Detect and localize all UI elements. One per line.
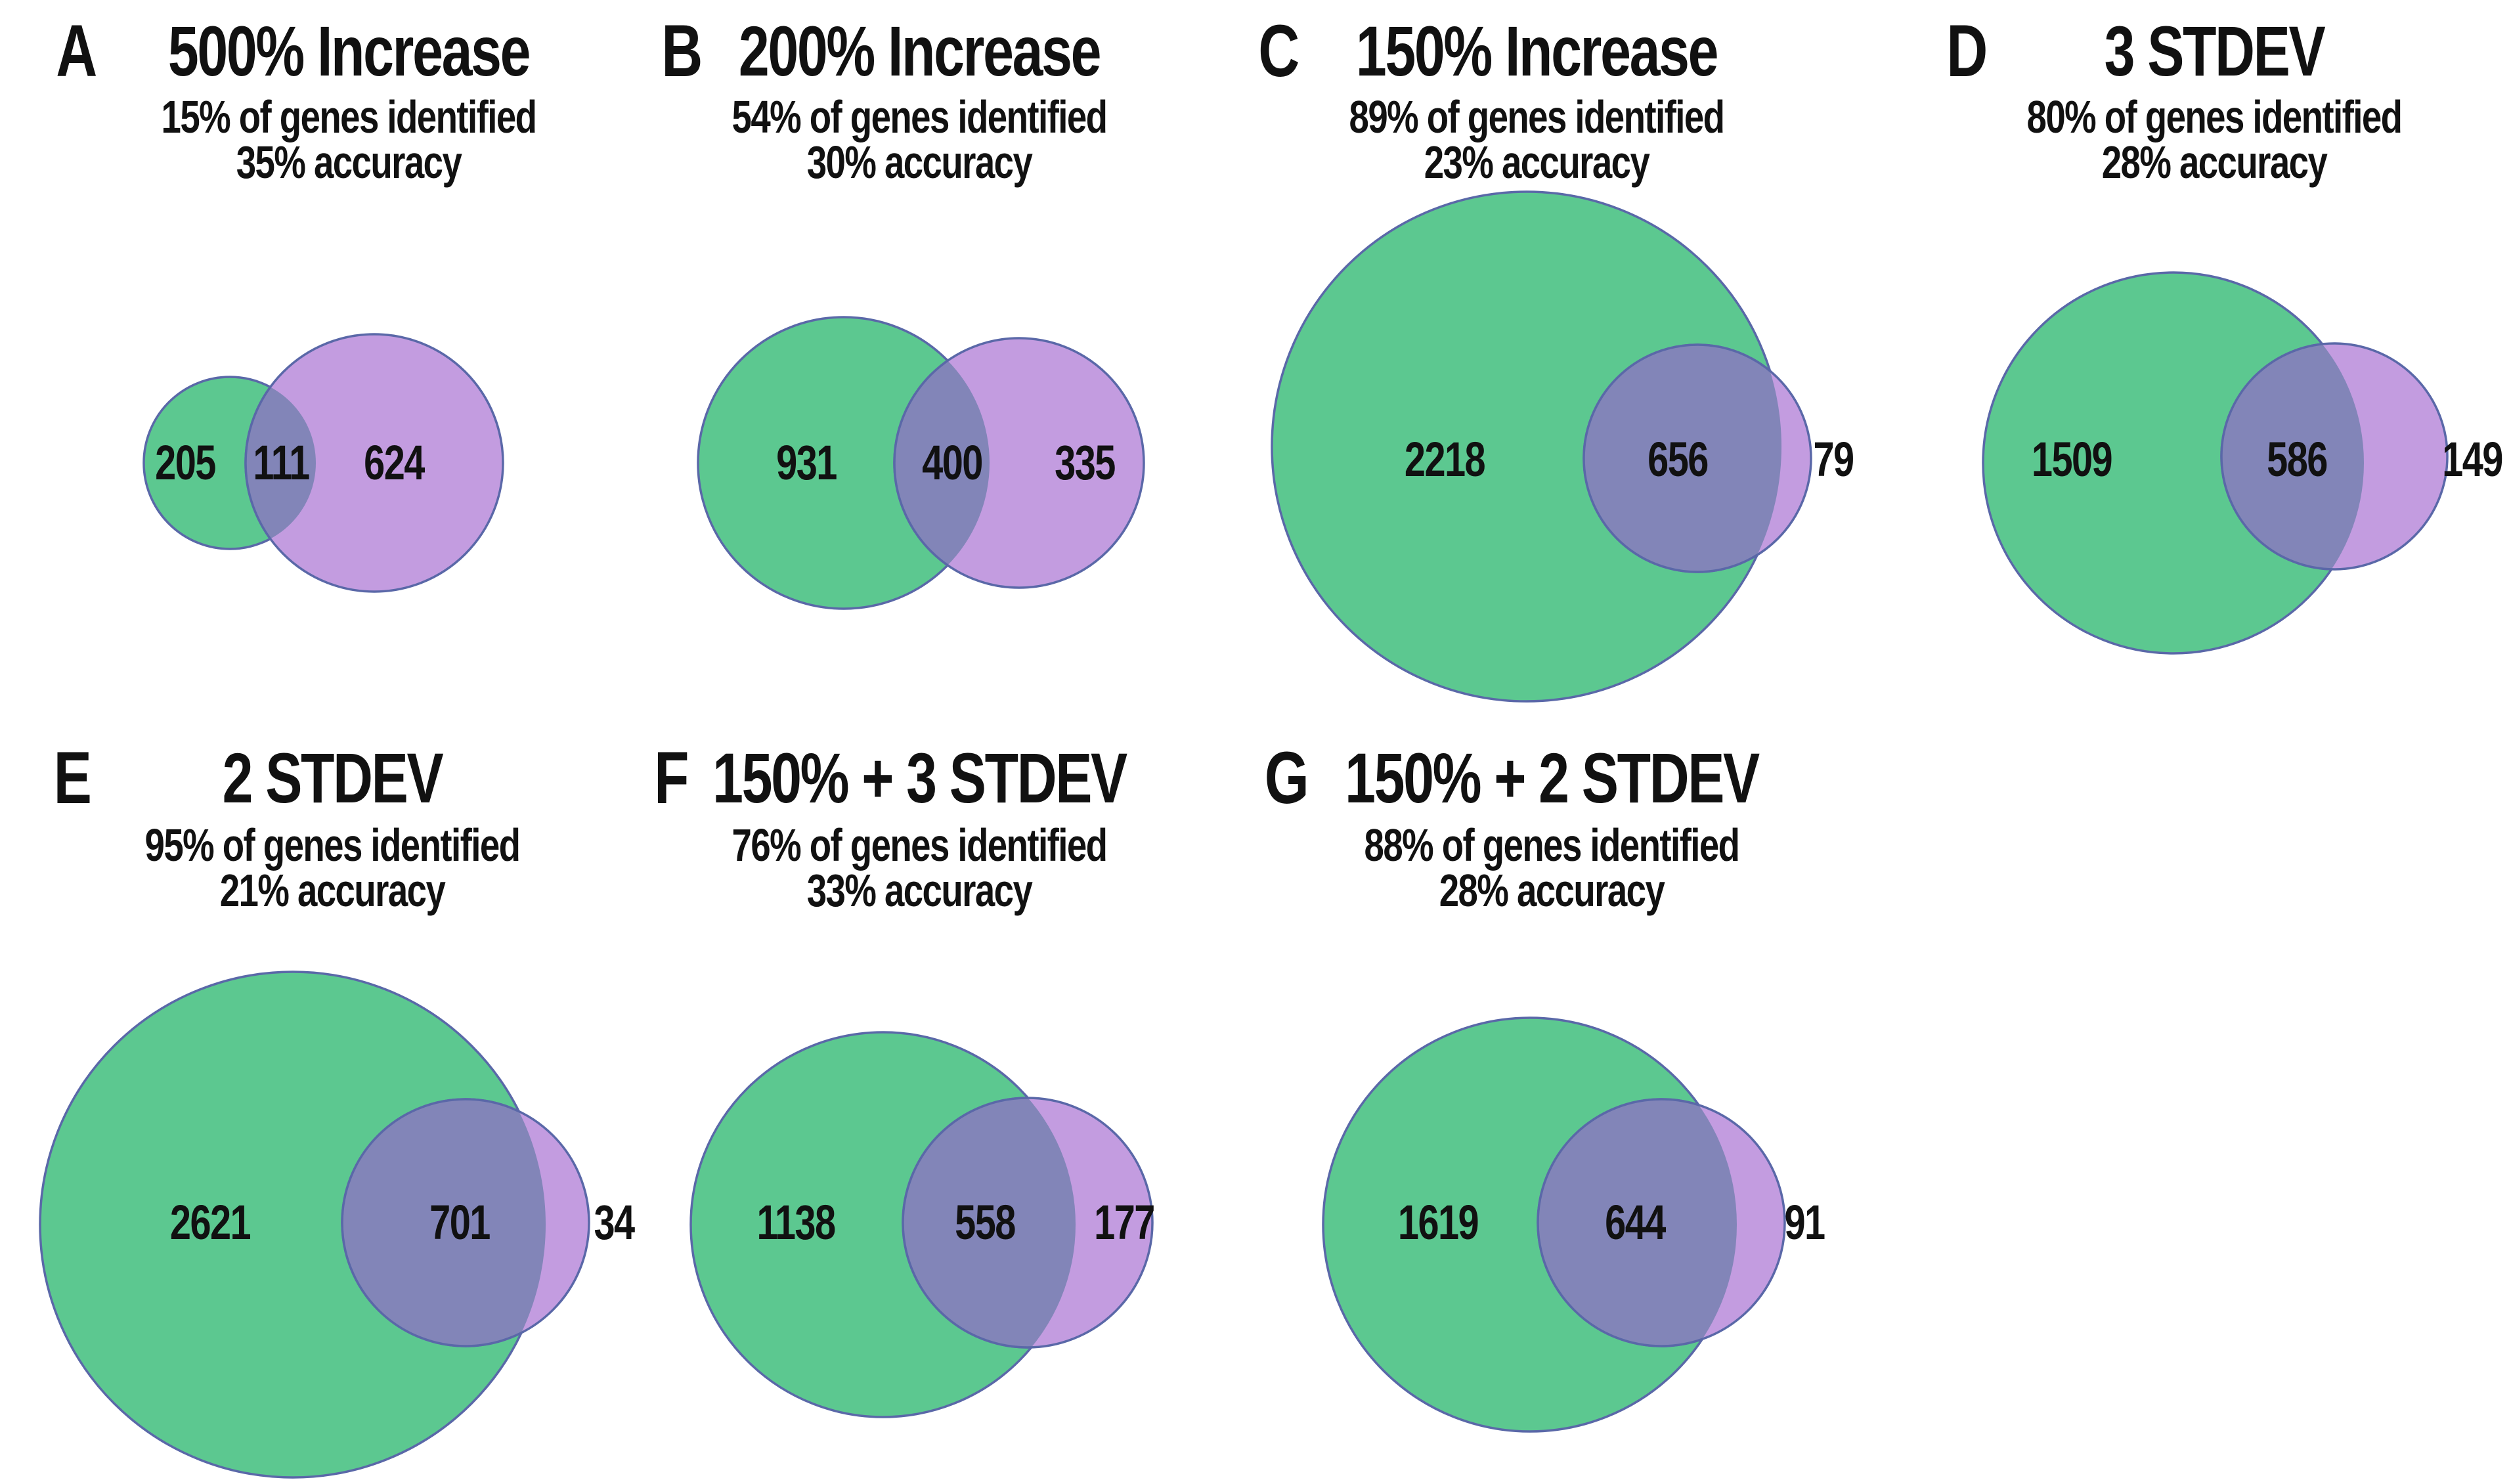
panel-letter-E: E: [53, 737, 92, 819]
venn-panel-B: [697, 316, 1145, 610]
accuracy-label: 23% accuracy: [1424, 137, 1650, 188]
overlap-count: 558: [955, 1195, 1016, 1250]
overlap-region: [1537, 1098, 1737, 1347]
purple-only-count: 79: [1813, 432, 1854, 487]
green-only-count: 205: [155, 435, 216, 490]
overlap-region: [1583, 343, 1781, 573]
purple-only-count: 177: [1094, 1195, 1155, 1250]
green-only-count: 1619: [1397, 1195, 1479, 1250]
venn-panel-E: [39, 971, 590, 1479]
accuracy-label: 35% accuracy: [236, 137, 462, 188]
green-only-count: 1509: [2031, 432, 2113, 487]
genes-identified-label: 89% of genes identified: [1349, 91, 1725, 142]
panel-title: 500% Increase: [167, 11, 531, 91]
genes-identified-label: 76% of genes identified: [731, 819, 1108, 871]
venn-panel-G: [1322, 1016, 1786, 1433]
accuracy-label: 28% accuracy: [2101, 137, 2328, 188]
purple-only-count: 34: [594, 1195, 635, 1250]
accuracy-label: 33% accuracy: [806, 865, 1033, 916]
purple-only-count: 335: [1055, 435, 1116, 490]
panel-title: 150% Increase: [1355, 11, 1719, 91]
genes-identified-label: 15% of genes identified: [161, 91, 537, 142]
green-only-count: 2621: [169, 1195, 251, 1250]
panel-letter-F: F: [654, 737, 689, 819]
overlap-count: 656: [1648, 432, 1709, 487]
genes-identified-label: 80% of genes identified: [2026, 91, 2403, 142]
overlap-region: [902, 1097, 1076, 1349]
overlap-count: 111: [253, 435, 310, 490]
purple-only-count: 624: [364, 435, 425, 490]
accuracy-label: 30% accuracy: [806, 137, 1033, 188]
panel-title: 200% Increase: [738, 11, 1102, 91]
overlap-count: 586: [2267, 432, 2328, 487]
panel-title: 150% + 3 STDEV: [712, 738, 1127, 818]
green-only-count: 1138: [756, 1195, 837, 1250]
venn-panel-D: [1982, 271, 2449, 655]
genes-identified-label: 88% of genes identified: [1364, 819, 1740, 871]
accuracy-label: 28% accuracy: [1439, 865, 1665, 916]
purple-only-count: 149: [2442, 432, 2503, 487]
panel-letter-D: D: [1946, 10, 1988, 92]
overlap-region: [893, 337, 990, 589]
green-only-count: 2218: [1404, 432, 1486, 487]
panel-letter-A: A: [56, 10, 97, 92]
venn-panel-A: [142, 333, 504, 593]
panel-title: 3 STDEV: [2104, 11, 2326, 91]
genes-identified-label: 54% of genes identified: [731, 91, 1108, 142]
overlap-count: 400: [922, 435, 983, 490]
overlap-count: 644: [1605, 1195, 1666, 1250]
panel-letter-C: C: [1258, 10, 1299, 92]
venn-panel-F: [689, 1031, 1154, 1418]
overlap-region: [341, 1098, 546, 1347]
genes-identified-label: 95% of genes identified: [144, 819, 521, 871]
accuracy-label: 21% accuracy: [219, 865, 446, 916]
green-only-count: 931: [776, 435, 837, 490]
venn-panel-C: [1271, 190, 1812, 703]
overlap-count: 701: [429, 1195, 491, 1250]
panel-letter-B: B: [661, 10, 703, 92]
panel-title: 2 STDEV: [222, 738, 444, 818]
panel-letter-G: G: [1264, 737, 1309, 819]
purple-only-count: 91: [1784, 1195, 1825, 1250]
panel-title: 150% + 2 STDEV: [1345, 738, 1760, 818]
